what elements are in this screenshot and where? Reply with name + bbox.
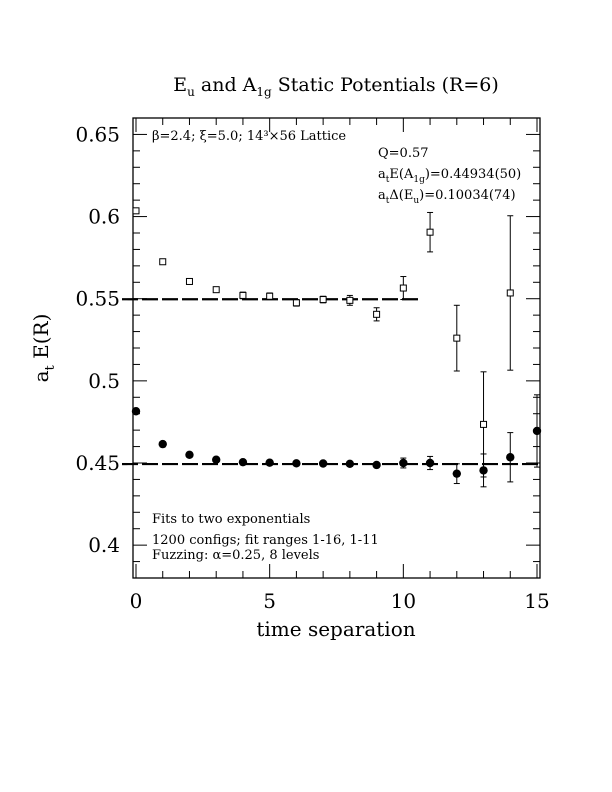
x-tick-label: 10: [391, 589, 416, 613]
annotation-subscript: t: [386, 196, 390, 206]
y-tick-label: 0.55: [75, 287, 120, 311]
annotation-part: a: [378, 167, 386, 182]
plot-frame: [132, 117, 541, 579]
title-part: Static Potentials (R=6): [272, 74, 499, 96]
point-a1g: [265, 458, 274, 467]
point-eu: [346, 296, 354, 304]
point-eu: [399, 284, 407, 292]
x-tick-label: 0: [130, 589, 143, 613]
annotation-part: a: [378, 188, 386, 203]
point-a1g: [452, 469, 461, 478]
lattice-annotation: β=2.4; ξ=5.0; 14³×56 Lattice: [152, 129, 346, 144]
q-annotation: Q=0.57: [378, 146, 429, 161]
configs-annotation: 1200 configs; fit ranges 1-16, 1-11: [152, 533, 379, 548]
point-a1g: [399, 458, 408, 468]
y-label-part: a: [29, 370, 53, 382]
point-eu: [373, 310, 381, 318]
eu-fit-annotation: atΔ(Eu)=0.10034(74): [378, 188, 516, 206]
axes: 0 5 10 15 0.4 0.45 0.5 0.55 0.6 0.65: [75, 117, 550, 613]
annotation-part: E(A: [389, 167, 414, 182]
point-a1g: [131, 407, 141, 416]
y-tick-label: 0.65: [75, 122, 120, 146]
title-subscript: 1g: [256, 85, 272, 99]
annotation-part: )=0.44934(50): [425, 167, 521, 182]
point-a1g: [506, 453, 515, 462]
point-a1g: [212, 455, 221, 464]
title-subscript: u: [187, 85, 195, 99]
title-part: and A: [195, 74, 257, 96]
point-a1g: [532, 426, 542, 436]
annotation-subscript: 1g: [413, 175, 425, 185]
point-a1g: [318, 459, 328, 468]
point-eu: [239, 291, 247, 299]
annotation-part: Δ(E: [389, 188, 413, 203]
y-tick-label: 0.4: [88, 533, 120, 557]
point-eu: [185, 277, 193, 285]
annotation-subscript: u: [413, 196, 419, 206]
point-eu: [266, 292, 274, 300]
point-eu: [132, 207, 140, 215]
annotation-part: )=0.10034(74): [419, 188, 515, 203]
fit-lines: [122, 298, 539, 466]
point-eu: [159, 258, 167, 266]
point-eu: [426, 228, 434, 236]
x-tick-label: 5: [263, 589, 276, 613]
point-eu: [453, 334, 461, 342]
fit-note-annotation: Fits to two exponentials: [152, 512, 310, 527]
y-tick-label: 0.45: [75, 451, 120, 475]
point-a1g: [425, 458, 435, 468]
x-tick-label: 15: [524, 589, 549, 613]
point-a1g: [158, 439, 167, 449]
point-a1g: [345, 459, 355, 469]
data-points: [131, 207, 542, 488]
y-tick-label: 0.6: [88, 205, 120, 229]
y-axis-label: at E(R): [29, 314, 58, 383]
annotation-subscript: t: [386, 175, 390, 185]
title-part: E: [173, 74, 187, 96]
point-a1g: [479, 466, 488, 475]
point-eu: [212, 286, 220, 294]
x-axis-label: time separation: [256, 617, 415, 641]
y-tick-label: 0.5: [88, 369, 120, 393]
fuzzing-annotation: Fuzzing: α=0.25, 8 levels: [152, 548, 319, 563]
point-eu: [480, 420, 488, 428]
point-eu: [292, 299, 300, 307]
point-eu: [506, 289, 514, 297]
y-label-part: E(R): [29, 314, 53, 366]
point-eu: [319, 296, 327, 304]
y-label-subscript: t: [43, 364, 58, 370]
point-a1g: [372, 460, 381, 470]
point-a1g: [292, 459, 301, 468]
point-a1g: [238, 457, 248, 467]
chart-title: Eu and A1g Static Potentials (R=6): [173, 74, 499, 99]
a1g-fit-annotation: atE(A1g)=0.44934(50): [378, 167, 521, 185]
point-a1g: [185, 450, 194, 459]
